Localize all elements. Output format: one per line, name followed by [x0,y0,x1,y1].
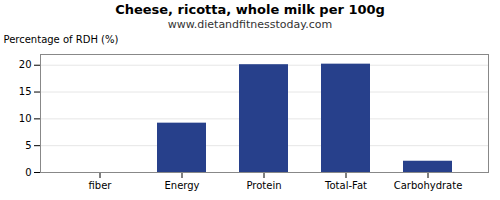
svg-text:fiber: fiber [89,180,113,191]
svg-text:Carbohydrate: Carbohydrate [394,180,463,191]
svg-text:Energy: Energy [164,180,199,191]
svg-text:10: 10 [19,113,32,124]
html-text:Cheese, ricotta, whole milk pe: Cheese, ricotta, whole milk per 100g [115,2,385,17]
svg-text:5: 5 [25,140,31,151]
html-text:www.dietandfitnesstoday.com: www.dietandfitnesstoday.com [167,18,333,31]
svg-text:Protein: Protein [246,180,281,191]
svg-text:Percentage of RDH (%): Percentage of RDH (%) [4,34,119,45]
svg-text:15: 15 [19,86,32,97]
svg-text:0: 0 [25,167,31,178]
svg-text:Total-Fat: Total-Fat [324,180,367,191]
svg-text:20: 20 [19,59,32,70]
